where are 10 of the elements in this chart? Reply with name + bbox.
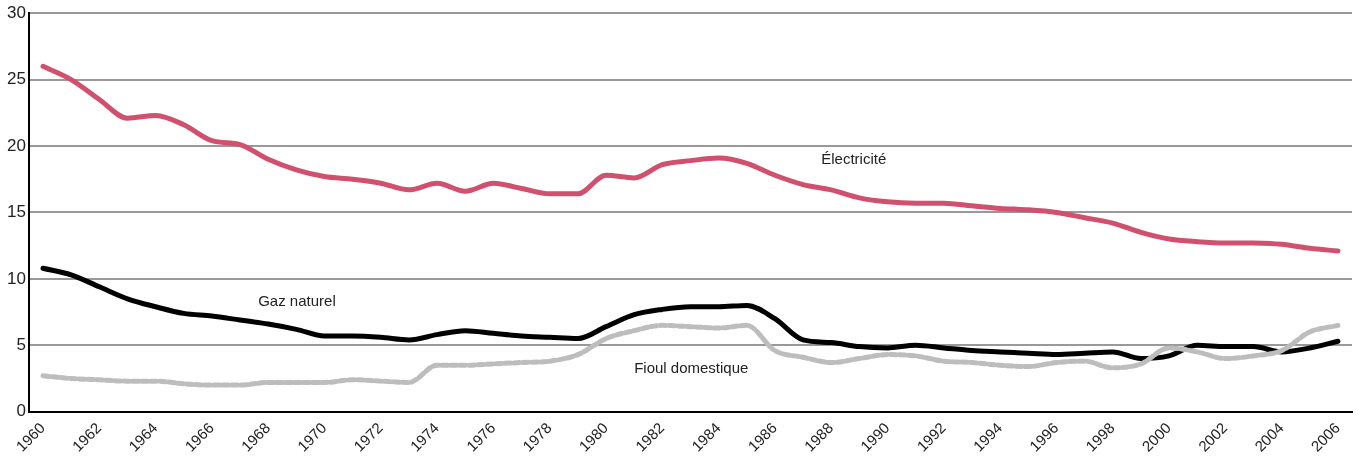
series-label: Fioul domestique	[634, 358, 749, 376]
y-tick-label: 0	[16, 401, 26, 421]
series-label: Gaz naturel	[258, 292, 336, 310]
y-tick-label: 20	[6, 135, 26, 155]
series-label: Électricité	[821, 150, 887, 167]
y-tick-label: 10	[6, 268, 26, 288]
y-tick-label: 30	[6, 2, 26, 22]
y-tick-label: 5	[16, 334, 26, 354]
y-tick-label: 25	[6, 69, 26, 89]
y-tick-label: 15	[6, 202, 26, 222]
